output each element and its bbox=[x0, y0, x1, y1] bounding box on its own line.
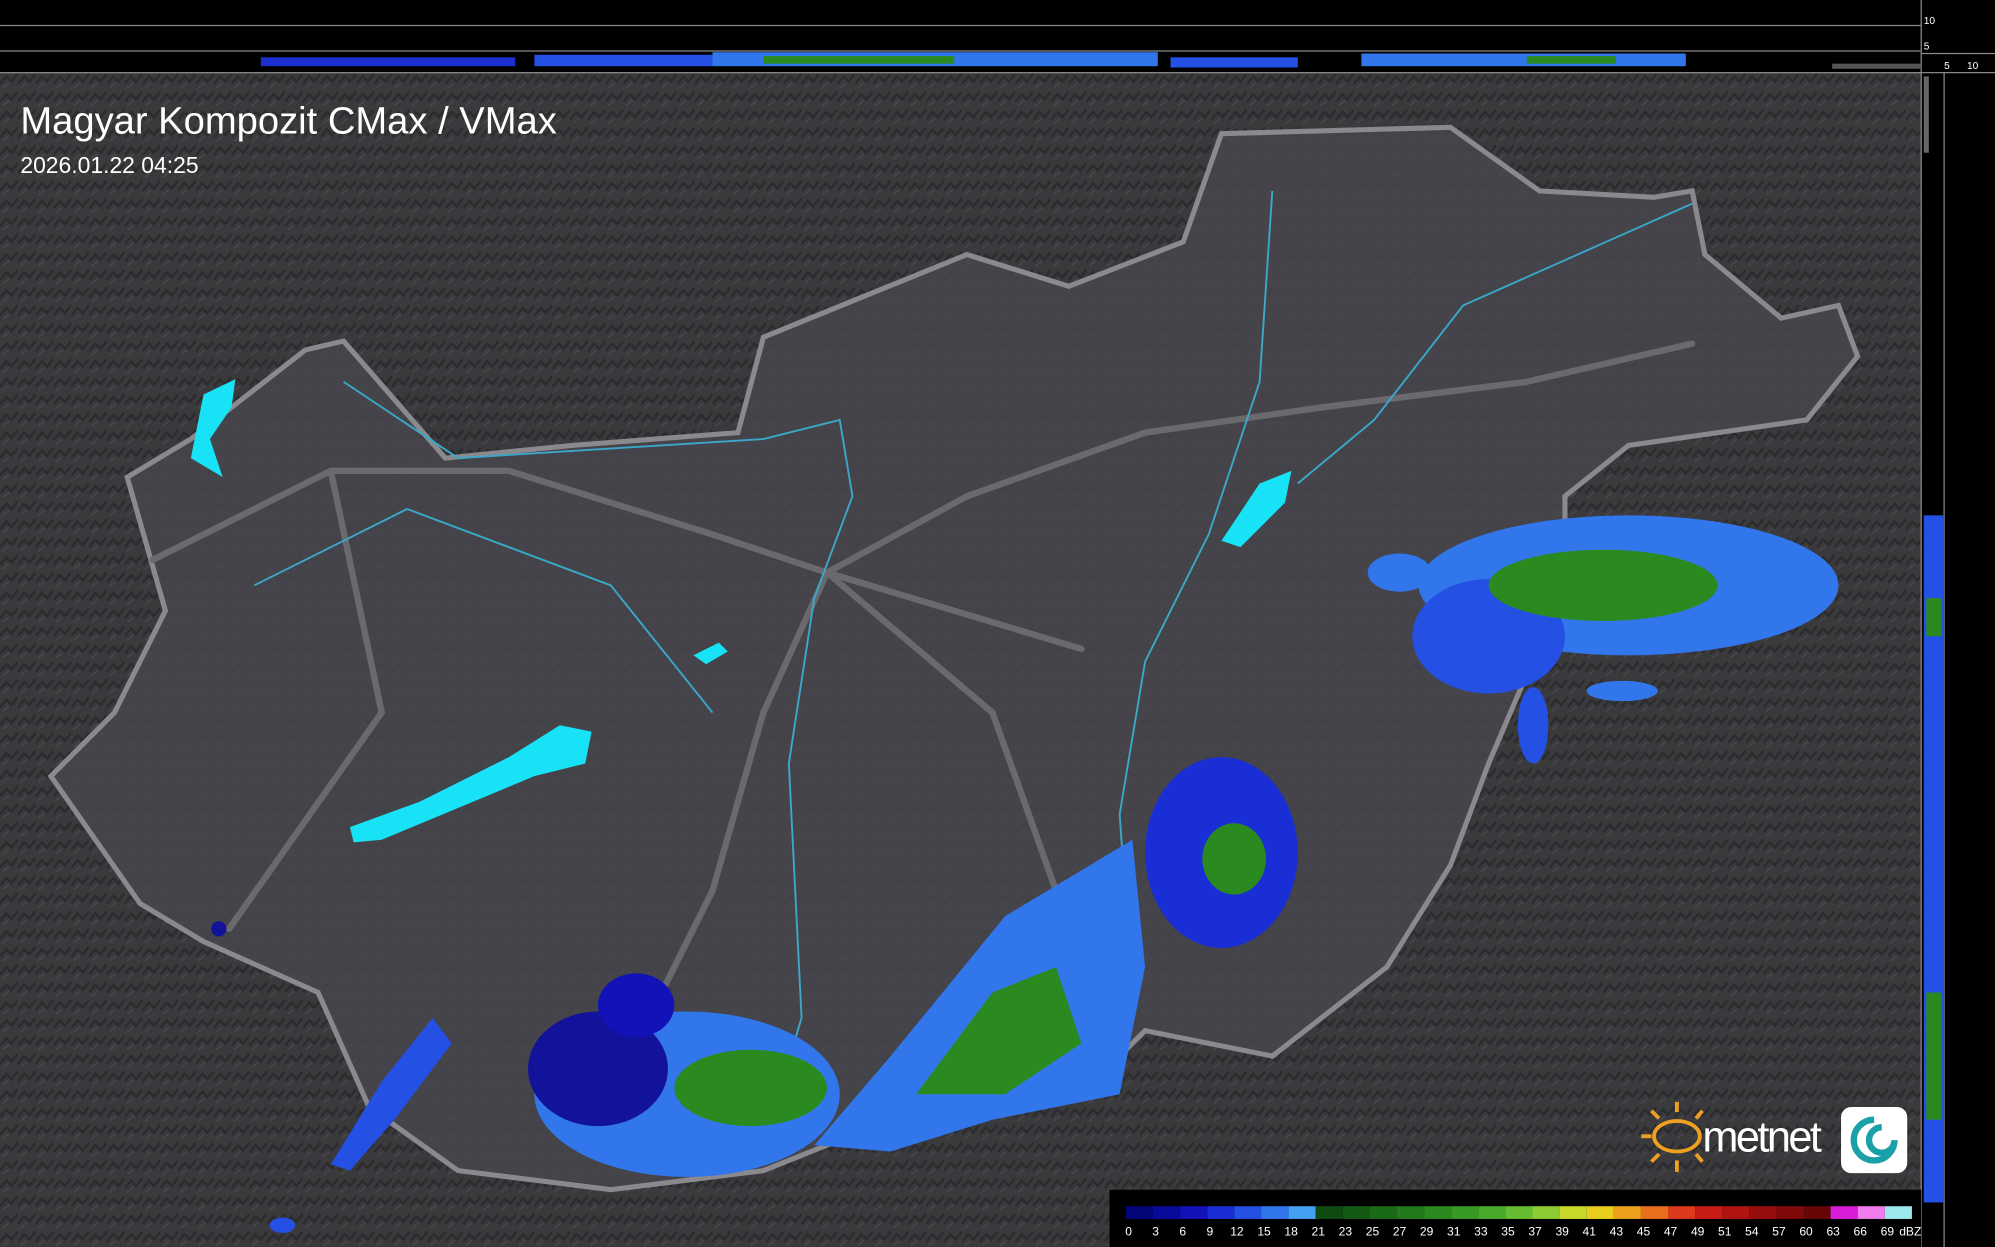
legend-label: 29 bbox=[1420, 1224, 1434, 1238]
legend-label: 57 bbox=[1772, 1224, 1786, 1238]
rivers bbox=[254, 190, 1693, 1146]
legend-swatch bbox=[1857, 1206, 1885, 1219]
legend-label: 0 bbox=[1125, 1224, 1132, 1238]
legend-swatch bbox=[1695, 1206, 1723, 1219]
legend-swatch bbox=[1722, 1206, 1750, 1219]
legend-label: 54 bbox=[1745, 1224, 1759, 1238]
legend-swatch bbox=[1153, 1206, 1181, 1219]
legend-swatch bbox=[1586, 1206, 1614, 1219]
legend-label: 21 bbox=[1312, 1224, 1326, 1238]
precipitation bbox=[211, 515, 1839, 1233]
legend-label: 41 bbox=[1583, 1224, 1597, 1238]
legend-label: 6 bbox=[1179, 1224, 1186, 1238]
legend-swatch bbox=[1126, 1206, 1154, 1219]
legend-swatch bbox=[1369, 1206, 1398, 1219]
legend: 0 3 6 9 12 15 18 21 23 25 27 29 31 33 35 37 39 41 43 45 47 49… bbox=[1125, 1206, 1921, 1238]
legend-swatch bbox=[1803, 1206, 1831, 1219]
legend-swatch bbox=[1640, 1206, 1669, 1219]
title: Magyar Kompozit CMax / VMax bbox=[20, 100, 556, 143]
legend-swatch bbox=[1397, 1206, 1425, 1219]
logo-text: metnet bbox=[1702, 1114, 1821, 1162]
legend-label: 47 bbox=[1664, 1224, 1678, 1238]
profile-label: 10 bbox=[1924, 16, 1936, 27]
legend-label: 33 bbox=[1474, 1224, 1488, 1238]
legend-swatch bbox=[1261, 1206, 1289, 1219]
legend-swatch bbox=[1180, 1206, 1208, 1219]
legend-swatch bbox=[1207, 1206, 1235, 1219]
legend-swatch bbox=[1234, 1206, 1262, 1219]
legend-swatch bbox=[1613, 1206, 1641, 1219]
roads bbox=[149, 340, 1696, 996]
legend-label: 12 bbox=[1230, 1224, 1244, 1238]
legend-swatch bbox=[1342, 1206, 1370, 1219]
legend-label: 66 bbox=[1854, 1224, 1868, 1238]
legend-swatch bbox=[1532, 1206, 1560, 1219]
legend-label: 35 bbox=[1501, 1224, 1515, 1238]
profile-label: 10 bbox=[1967, 61, 1979, 72]
legend-label: 25 bbox=[1366, 1224, 1380, 1238]
profile-label: 5 bbox=[1924, 42, 1930, 53]
legend-swatch bbox=[1505, 1206, 1533, 1219]
legend-label: 23 bbox=[1339, 1224, 1353, 1238]
legend-label: 27 bbox=[1393, 1224, 1407, 1238]
legend-label: 69 bbox=[1881, 1224, 1895, 1238]
profile-label: 5 bbox=[1944, 61, 1950, 72]
legend-swatch bbox=[1776, 1206, 1804, 1219]
legend-label: 3 bbox=[1152, 1224, 1159, 1238]
legend-swatch bbox=[1478, 1206, 1506, 1219]
legend-swatch bbox=[1559, 1206, 1587, 1219]
legend-swatch bbox=[1830, 1206, 1858, 1219]
legend-label: 49 bbox=[1691, 1224, 1705, 1238]
legend-unit: dBZ bbox=[1899, 1224, 1921, 1238]
legend-label: 31 bbox=[1447, 1224, 1461, 1238]
legend-label: 45 bbox=[1637, 1224, 1651, 1238]
legend-label: 63 bbox=[1826, 1224, 1840, 1238]
timestamp: 2026.01.22 04:25 bbox=[20, 152, 198, 178]
legend-swatch bbox=[1884, 1206, 1912, 1219]
legend-swatch bbox=[1668, 1206, 1696, 1219]
legend-swatch bbox=[1315, 1206, 1343, 1219]
legend-label: 43 bbox=[1610, 1224, 1624, 1238]
legend-label: 37 bbox=[1528, 1224, 1542, 1238]
legend-label: 51 bbox=[1718, 1224, 1732, 1238]
legend-label: 15 bbox=[1257, 1224, 1271, 1238]
logo-swirl bbox=[1850, 1116, 1898, 1164]
side-profile bbox=[1923, 76, 1945, 1203]
legend-swatch bbox=[1424, 1206, 1452, 1219]
legend-label: 18 bbox=[1284, 1224, 1298, 1238]
logo-sun bbox=[1641, 1101, 1704, 1172]
legend-swatch bbox=[1288, 1206, 1316, 1219]
legend-label: 39 bbox=[1555, 1224, 1569, 1238]
top-profile bbox=[260, 52, 1922, 69]
legend-swatch bbox=[1451, 1206, 1479, 1219]
legend-swatch bbox=[1749, 1206, 1777, 1219]
logo: metnet bbox=[1641, 1101, 1908, 1174]
lakes bbox=[190, 379, 1292, 843]
legend-label: 9 bbox=[1206, 1224, 1213, 1238]
legend-label: 60 bbox=[1799, 1224, 1813, 1238]
